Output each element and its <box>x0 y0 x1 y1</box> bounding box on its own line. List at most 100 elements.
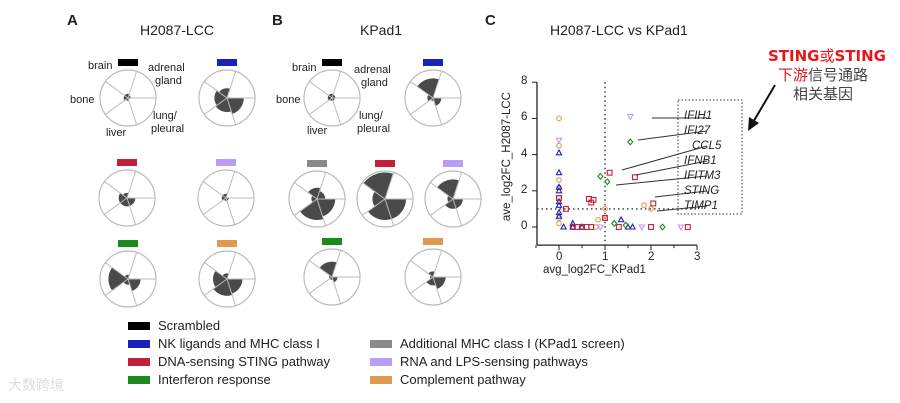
data-point <box>555 186 563 194</box>
organ-label-gland: gland <box>155 75 182 87</box>
series-nk <box>555 148 637 230</box>
polar-spoke <box>430 182 454 200</box>
legend-item-complement: Complement pathway <box>370 372 625 387</box>
annotation-related-genes: 相关基因 <box>792 85 853 103</box>
legend-swatch <box>370 375 392 384</box>
polar-sector-bone <box>221 195 226 201</box>
polar-spoke <box>309 97 333 115</box>
data-point <box>555 137 563 145</box>
polar-chart-scrambled <box>99 59 157 127</box>
polar-sector-liver <box>368 199 392 220</box>
polar-chart-scrambled <box>303 59 361 127</box>
polar-sector-bone <box>213 270 227 288</box>
data-point <box>611 219 618 228</box>
legend-item-scrambled: Scrambled <box>128 318 330 333</box>
polar-chart-rna <box>197 159 255 227</box>
polar-spoke <box>331 250 342 278</box>
group-color-bar <box>443 160 463 167</box>
organ-label-pleural: pleural <box>151 123 185 135</box>
polar-spoke <box>410 260 434 278</box>
organ-label-liver: liver <box>307 125 328 137</box>
polar-spoke <box>294 198 318 216</box>
legend-label: Interferon response <box>158 372 271 387</box>
group-color-bar <box>217 240 237 247</box>
group-color-bar <box>322 238 342 245</box>
polar-sector-liver <box>300 199 324 220</box>
polar-spoke <box>225 171 236 199</box>
legend-label: RNA and LPS-sensing pathways <box>400 354 588 369</box>
y-tick-label: 8 <box>521 75 528 88</box>
polar-spoke <box>105 97 129 115</box>
data-point <box>602 206 608 212</box>
data-point <box>677 224 685 231</box>
data-point <box>555 201 563 208</box>
polar-sector-brain <box>363 172 394 199</box>
organ-label-lung: lung/ <box>359 110 383 122</box>
legend-label: NK ligands and MHC class I <box>158 336 320 351</box>
data-point <box>560 223 568 230</box>
annotation-signal-pathway: 信号通路 <box>808 66 869 84</box>
gene-label-ifi27: IFI27 <box>684 125 711 137</box>
polar-spoke <box>384 172 395 200</box>
panel-b-letter: B <box>272 12 283 29</box>
organ-label-liver: liver <box>106 127 127 139</box>
x-tick-label: 3 <box>694 251 701 264</box>
polar-spoke <box>104 197 128 215</box>
polar-sector-brain <box>417 78 440 98</box>
polar-spoke <box>362 198 386 216</box>
polar-spoke <box>226 278 237 306</box>
series-rna <box>555 114 685 231</box>
polar-sector-bone <box>427 94 433 102</box>
polar-sector-brain <box>437 179 460 199</box>
polar-spoke <box>410 81 434 99</box>
series-sting <box>556 169 691 230</box>
polar-spoke <box>204 97 228 115</box>
polar-spoke <box>126 197 137 225</box>
annotation-leader-line <box>615 175 708 186</box>
data-point <box>555 197 563 205</box>
group-color-bar <box>118 240 138 247</box>
polar-spoke <box>127 71 138 99</box>
legend-item-mhc_add: Additional MHC class I (KPad1 screen) <box>370 336 625 351</box>
polar-chart-complement <box>198 240 256 308</box>
polar-spoke <box>432 97 443 125</box>
data-point <box>615 224 622 230</box>
polar-spoke <box>294 182 318 200</box>
data-point <box>569 219 577 226</box>
highlight-box <box>677 99 743 215</box>
data-point <box>638 224 646 231</box>
polar-sector-bone <box>118 193 127 203</box>
group-color-bar <box>216 159 236 166</box>
polar-spoke <box>104 181 128 199</box>
polar-spoke <box>105 262 129 280</box>
organ-label-lung: lung/ <box>153 110 177 122</box>
gene-label-ccl5: CCL5 <box>692 140 722 152</box>
series-ifn <box>597 138 666 231</box>
legend-item-sting: DNA-sensing STING pathway <box>128 354 330 369</box>
data-point <box>641 202 647 209</box>
polar-sector-brain <box>319 261 337 277</box>
polar-spoke <box>432 250 443 278</box>
annotation-leader-line <box>654 190 708 198</box>
polar-spoke <box>127 252 138 280</box>
polar-spoke <box>331 276 342 304</box>
polar-chart-sting <box>356 160 414 228</box>
annotation-downstream: 下游 <box>777 66 808 84</box>
polar-spoke <box>105 278 129 296</box>
legend-swatch <box>128 339 150 348</box>
polar-spoke <box>430 198 454 216</box>
polar-spoke <box>226 252 237 280</box>
legend-right: Additional MHC class I (KPad1 screen) RNA… <box>370 336 625 387</box>
group-color-bar <box>117 159 137 166</box>
gene-label-sting: STING <box>684 185 720 197</box>
annotation-leader-line <box>621 145 708 171</box>
gene-label-ifitm3: IFITM3 <box>684 170 721 182</box>
polar-sector-bone <box>123 95 128 101</box>
y-tick-label: 4 <box>521 147 528 160</box>
annotation-sting: STING <box>768 47 820 65</box>
annotation-leader-line <box>637 130 708 141</box>
polar-sector-liver <box>213 279 233 296</box>
legend-swatch <box>128 357 150 366</box>
data-point <box>555 183 563 190</box>
data-point <box>631 174 638 181</box>
